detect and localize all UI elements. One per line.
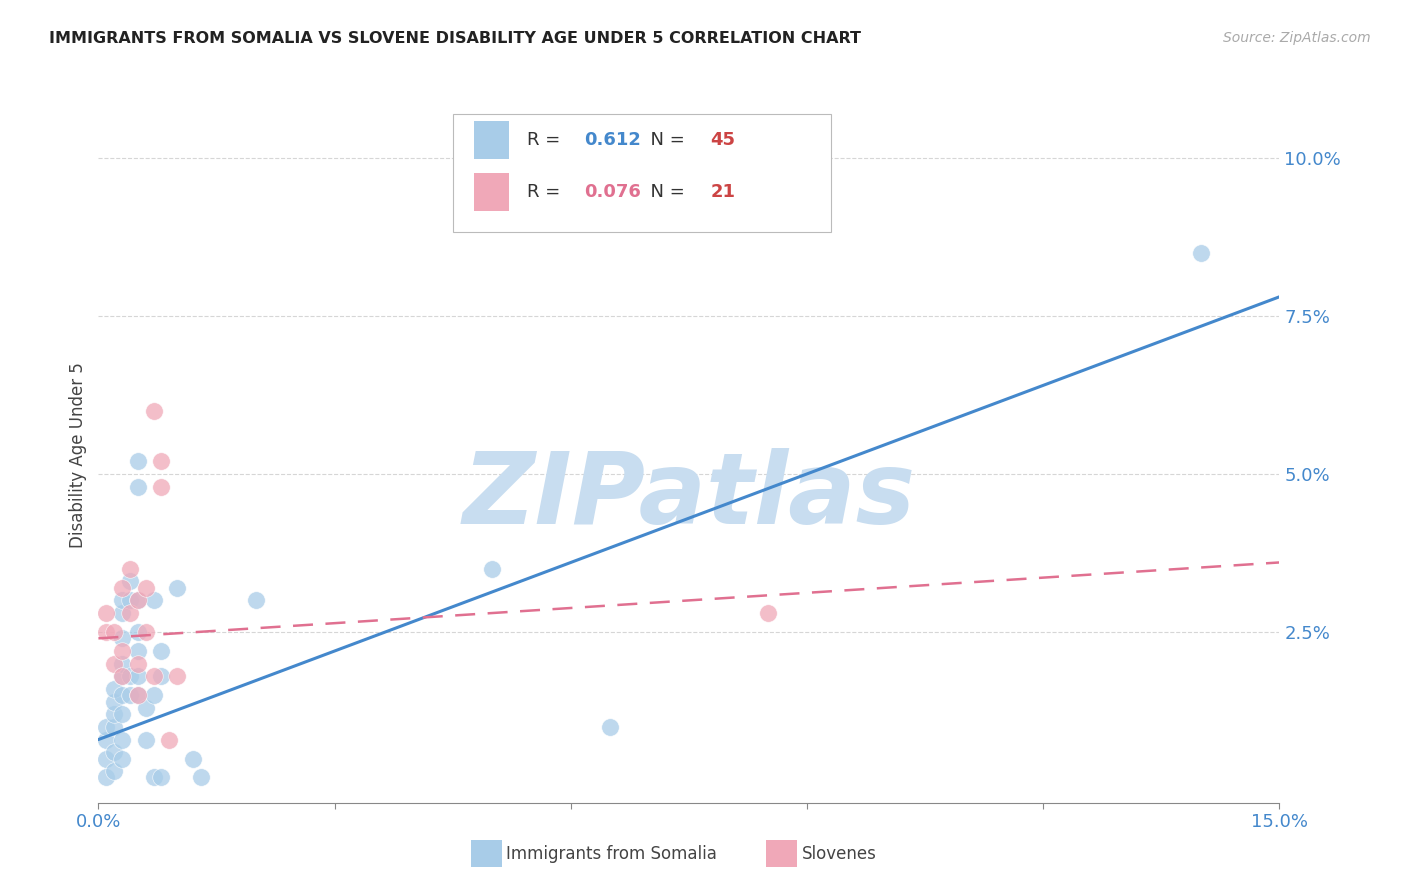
Point <box>111 632 134 646</box>
Text: 45: 45 <box>710 131 735 149</box>
Point <box>103 695 125 709</box>
Point <box>157 732 180 747</box>
Point <box>118 593 141 607</box>
Point <box>96 751 118 765</box>
Point <box>111 688 134 702</box>
Point <box>150 479 173 493</box>
Point <box>142 669 165 683</box>
Point <box>118 688 141 702</box>
Point <box>142 688 165 702</box>
Point <box>118 562 141 576</box>
Point <box>118 669 141 683</box>
FancyBboxPatch shape <box>474 120 509 159</box>
Point <box>118 574 141 589</box>
Point <box>135 701 157 715</box>
Point <box>127 644 149 658</box>
FancyBboxPatch shape <box>474 173 509 211</box>
Point <box>127 593 149 607</box>
Text: R =: R = <box>527 131 567 149</box>
Point <box>103 681 125 696</box>
Text: R =: R = <box>527 183 567 201</box>
Point <box>481 562 503 576</box>
Point <box>127 625 149 640</box>
Point <box>166 669 188 683</box>
Point <box>181 751 204 765</box>
Text: Immigrants from Somalia: Immigrants from Somalia <box>506 845 717 863</box>
Point <box>1189 245 1212 260</box>
Point <box>135 625 157 640</box>
Point <box>103 720 125 734</box>
Point <box>118 606 141 620</box>
Point <box>111 581 134 595</box>
Point <box>103 745 125 759</box>
Point <box>150 454 173 468</box>
Point <box>150 669 173 683</box>
Point <box>111 606 134 620</box>
Point <box>166 581 188 595</box>
Point <box>127 669 149 683</box>
Text: ZIPatlas: ZIPatlas <box>463 448 915 545</box>
Point <box>127 593 149 607</box>
Text: Slovenes: Slovenes <box>801 845 876 863</box>
Point <box>96 732 118 747</box>
Point <box>103 657 125 671</box>
Point <box>142 593 165 607</box>
Point <box>111 593 134 607</box>
Y-axis label: Disability Age Under 5: Disability Age Under 5 <box>69 362 87 548</box>
Point <box>190 771 212 785</box>
Point <box>111 657 134 671</box>
Point <box>127 657 149 671</box>
Point <box>127 688 149 702</box>
Point <box>150 771 173 785</box>
Text: N =: N = <box>640 183 690 201</box>
Point <box>103 707 125 722</box>
Point <box>111 707 134 722</box>
Text: N =: N = <box>640 131 690 149</box>
Point <box>135 581 157 595</box>
Point <box>96 720 118 734</box>
Text: 21: 21 <box>710 183 735 201</box>
Point <box>150 644 173 658</box>
Point <box>245 593 267 607</box>
Text: Source: ZipAtlas.com: Source: ZipAtlas.com <box>1223 31 1371 45</box>
Text: 0.612: 0.612 <box>583 131 641 149</box>
Point <box>103 764 125 779</box>
Point <box>111 669 134 683</box>
Point <box>111 669 134 683</box>
Point <box>142 771 165 785</box>
Point <box>111 751 134 765</box>
Point <box>127 688 149 702</box>
Point <box>142 403 165 417</box>
Point <box>756 606 779 620</box>
Point <box>135 732 157 747</box>
Text: 0.076: 0.076 <box>583 183 641 201</box>
Point <box>127 454 149 468</box>
Point <box>599 720 621 734</box>
Point <box>111 644 134 658</box>
Point <box>96 771 118 785</box>
Point <box>103 625 125 640</box>
FancyBboxPatch shape <box>453 114 831 232</box>
Point <box>127 479 149 493</box>
Point <box>96 606 118 620</box>
Text: IMMIGRANTS FROM SOMALIA VS SLOVENE DISABILITY AGE UNDER 5 CORRELATION CHART: IMMIGRANTS FROM SOMALIA VS SLOVENE DISAB… <box>49 31 862 46</box>
Point <box>96 625 118 640</box>
Point <box>111 732 134 747</box>
